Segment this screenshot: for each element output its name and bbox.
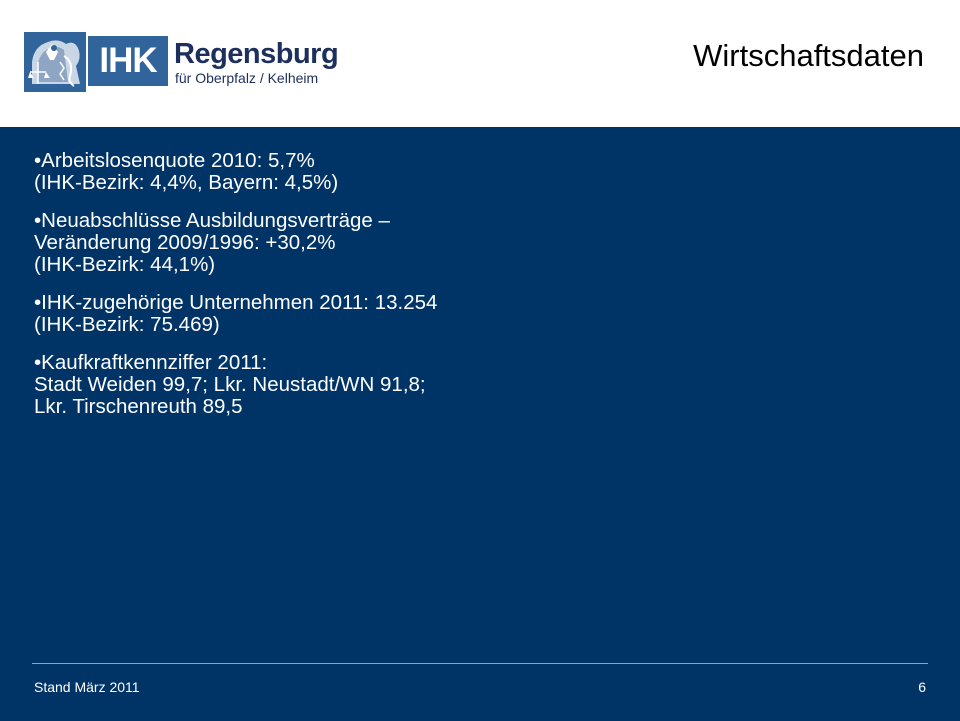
footer-divider (32, 663, 928, 664)
content-panel: •Arbeitslosenquote 2010: 5,7% (IHK-Bezir… (0, 127, 960, 721)
bullet-line: (IHK-Bezirk: 44,1%) (34, 253, 216, 276)
bullet-companies: •IHK-zugehörige Unternehmen 2011: 13.254… (34, 292, 914, 336)
bullet-line: •Kaufkraftkennziffer 2011: (34, 351, 268, 374)
bullet-purchasing-power: •Kaufkraftkennziffer 2011: Stadt Weiden … (34, 352, 914, 418)
bullet-unemployment: •Arbeitslosenquote 2010: 5,7% (IHK-Bezir… (34, 150, 914, 194)
slide-title: Wirtschaftsdaten (693, 38, 924, 73)
bullet-line: •Arbeitslosenquote 2010: 5,7% (34, 149, 315, 172)
bullet-line: (IHK-Bezirk: 75.469) (34, 313, 220, 336)
bullet-line: Lkr. Tirschenreuth 89,5 (34, 395, 243, 418)
ihk-logo-mark: IHK (88, 36, 168, 86)
bullet-training-contracts: •Neuabschlüsse Ausbildungsverträge – Ver… (34, 210, 914, 276)
ihk-logo-region: für Oberpfalz / Kelheim (175, 70, 319, 86)
ihk-logo-city: Regensburg (174, 38, 339, 70)
bullet-line: •Neuabschlüsse Ausbildungsverträge – (34, 209, 390, 232)
page-number: 6 (918, 679, 926, 695)
bullet-line: (IHK-Bezirk: 4,4%, Bayern: 4,5%) (34, 171, 339, 194)
bullet-line: Veränderung 2009/1996: +30,2% (34, 231, 336, 254)
bullet-list: •Arbeitslosenquote 2010: 5,7% (IHK-Bezir… (34, 150, 914, 434)
ihk-logo: IHK Regensburg für Oberpfalz / Kelheim (24, 32, 339, 92)
footer-date: Stand März 2011 (34, 679, 140, 695)
ihk-emblem-icon (24, 32, 86, 92)
slide-header: IHK Regensburg für Oberpfalz / Kelheim W… (0, 0, 960, 127)
bullet-line: •IHK-zugehörige Unternehmen 2011: 13.254 (34, 291, 438, 314)
bullet-line: Stadt Weiden 99,7; Lkr. Neustadt/WN 91,8… (34, 373, 426, 396)
